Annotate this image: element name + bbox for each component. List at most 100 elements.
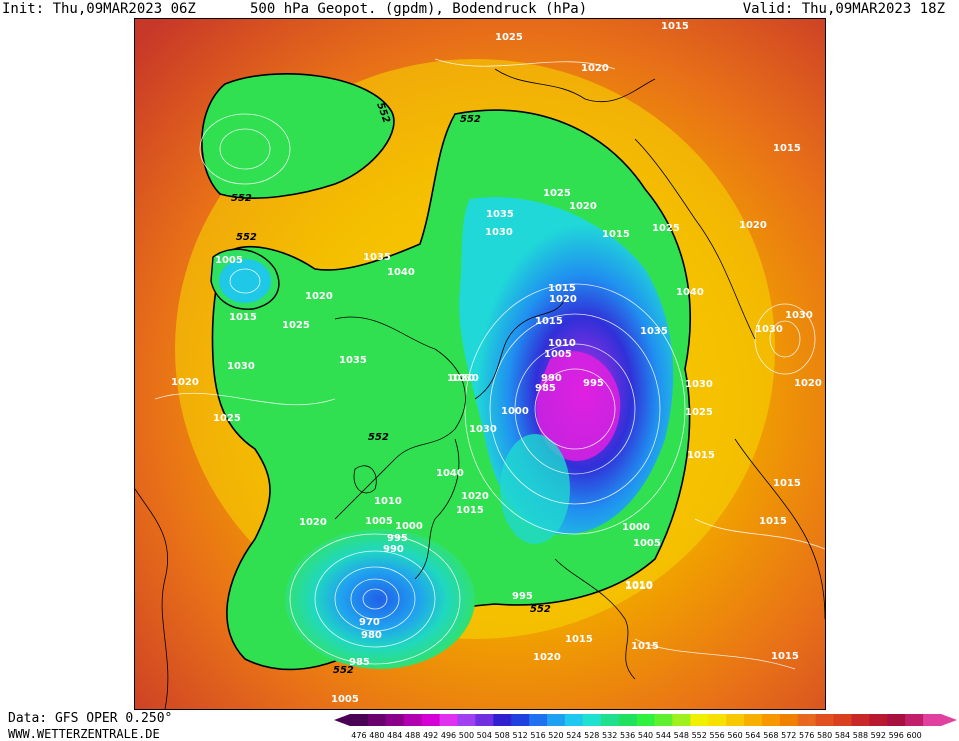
pressure-label: 1000	[501, 406, 529, 417]
pressure-label: 1035	[363, 252, 391, 263]
colorbar-tick-label: 560	[727, 731, 742, 740]
colorbar-swatch	[385, 714, 405, 726]
colorbar-tick-label: 584	[835, 731, 850, 740]
contour-552-labels: 552 552 552 552 552 552 552	[231, 101, 551, 676]
colorbar-swatch	[672, 714, 691, 726]
colorbar-tick-label: 480	[369, 731, 384, 740]
colorbar-swatch	[833, 714, 852, 726]
pressure-label: 1035	[339, 355, 367, 366]
pressure-label: 970	[359, 617, 380, 628]
pressure-label: 1035	[486, 209, 514, 220]
pressure-label: 1010	[374, 496, 402, 507]
colorbar-swatch	[761, 714, 781, 726]
pressure-label: 1020	[794, 378, 822, 389]
colorbar-tick-label: 504	[477, 731, 492, 740]
colorbar-tick-label: 488	[405, 731, 420, 740]
colorbar-tick-label: 512	[512, 731, 527, 740]
colorbar-swatch	[851, 714, 870, 726]
pressure-label: 1015	[661, 21, 689, 32]
pressure-label: 1020	[461, 491, 489, 502]
colorbar-swatch	[779, 714, 799, 726]
colorbar-swatch	[511, 714, 530, 726]
colorbar-swatch	[439, 714, 458, 726]
pressure-label: 1030	[469, 424, 497, 435]
colorbar-swatch	[564, 714, 584, 726]
coastlines	[135, 68, 825, 709]
pressure-label: 1015	[773, 478, 801, 489]
colorbar-swatch	[475, 714, 494, 726]
colorbar-legend: 476 480 484 488 492 496 500 504 508 512 516 520 524 5…	[334, 714, 957, 740]
colorbar-swatch	[744, 714, 763, 726]
pressure-label: 1020	[299, 517, 327, 528]
colorbar-swatch	[457, 714, 476, 726]
colorbar-tick-label: 600	[906, 731, 921, 740]
pressure-label: 995	[583, 378, 604, 389]
header-bar: Init: Thu,09MAR2023 06Z 500 hPa Geopot. …	[0, 0, 959, 18]
colorbar-tick-label: 524	[566, 731, 581, 740]
pressure-label: 1005	[331, 694, 359, 705]
colorbar-tick-label: 500	[459, 731, 474, 740]
colorbar-swatch	[403, 714, 423, 726]
pressure-label: 1020	[549, 294, 577, 305]
colorbar-arrow-left	[334, 714, 350, 726]
colorbar-swatch	[923, 714, 942, 726]
pressure-label: 1030	[685, 379, 713, 390]
colorbar-swatch	[905, 714, 924, 726]
contour-label: 552	[368, 432, 389, 443]
pressure-label: 980	[361, 630, 382, 641]
colorbar-swatch	[600, 714, 620, 726]
data-source: Data: GFS OPER 0.250°	[8, 711, 173, 726]
colorbar-swatch	[582, 714, 602, 726]
colorbar-swatch	[529, 714, 548, 726]
pressure-label: 1025	[652, 223, 680, 234]
contour-label: 552	[460, 114, 481, 125]
pressure-label: 1015	[631, 641, 659, 652]
contour-label: 552	[333, 665, 354, 676]
pressure-label: 1010	[625, 580, 653, 591]
colorbar-swatch	[654, 714, 673, 726]
colorbar-tick-label: 592	[871, 731, 886, 740]
pressure-label: 1010	[625, 581, 653, 592]
colorbar-swatch	[690, 714, 709, 726]
colorbar-swatches	[334, 714, 957, 726]
colorbar-swatch	[726, 714, 745, 726]
colorbar-tick-label: 520	[548, 731, 563, 740]
pressure-label: 1030	[485, 227, 513, 238]
colorbar-swatch	[547, 714, 566, 726]
low-core	[536, 351, 621, 461]
pressure-label: 1005	[633, 538, 661, 549]
colorbar-tick-label: 580	[817, 731, 832, 740]
pressure-label: 1020	[581, 63, 609, 74]
colorbar-swatch	[367, 714, 387, 726]
colorbar-tick-label: 492	[423, 731, 438, 740]
pressure-label: 1005	[215, 255, 243, 266]
atlantic-low-field	[285, 529, 475, 669]
pressure-label: 1000	[622, 522, 650, 533]
colorbar-swatch	[708, 714, 727, 726]
colorbar-tick-label: 540	[638, 731, 653, 740]
colorbar-swatch	[797, 714, 817, 726]
colorbar-tick-label: 484	[387, 731, 402, 740]
pressure-label: 1020	[739, 220, 767, 231]
pressure-label: 1040	[676, 287, 704, 298]
pressure-label: 1015	[535, 316, 563, 327]
pressure-label: 1040	[387, 267, 415, 278]
colorbar-tick-label: 528	[584, 731, 599, 740]
pressure-label: 1000	[395, 521, 423, 532]
colorbar-tick-label: 544	[656, 731, 671, 740]
pressure-label: 1005	[365, 516, 393, 527]
pressure-label: 1035	[640, 326, 668, 337]
colorbar-tick-label: 536	[620, 731, 635, 740]
pressure-label: 985	[535, 383, 556, 394]
map-title: 500 hPa Geopot. (gpdm), Bodendruck (hPa)	[250, 1, 588, 17]
colorbar-swatch	[421, 714, 441, 726]
pressure-label: 1015	[548, 283, 576, 294]
pressure-label: 1030	[227, 361, 255, 372]
pressure-label: 1020	[569, 201, 597, 212]
colorbar-swatch	[869, 714, 888, 726]
colorbar-tick-label: 476	[351, 731, 366, 740]
colorbar-swatch	[887, 714, 906, 726]
pressure-label: 990	[383, 544, 404, 555]
pressure-label: 1015	[602, 229, 630, 240]
colorbar-tick-label: 576	[799, 731, 814, 740]
